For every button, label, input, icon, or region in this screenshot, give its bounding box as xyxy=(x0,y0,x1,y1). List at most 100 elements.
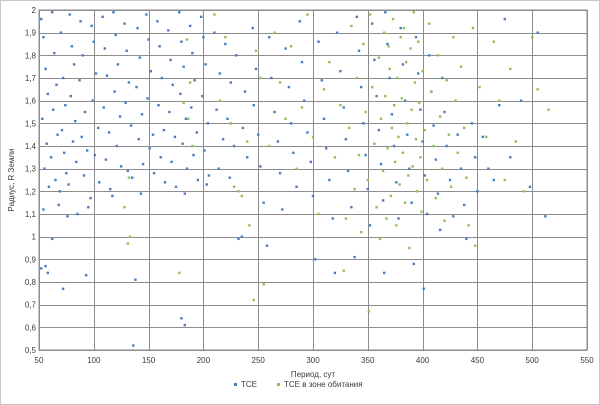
data-point xyxy=(311,135,315,139)
data-point xyxy=(226,117,229,120)
data-point xyxy=(167,29,170,32)
data-point xyxy=(67,183,70,186)
data-point xyxy=(118,115,122,118)
data-point xyxy=(146,97,149,100)
data-point xyxy=(237,190,240,193)
data-point xyxy=(328,178,331,182)
data-point xyxy=(270,76,273,80)
data-point xyxy=(265,244,269,247)
data-point xyxy=(394,160,397,164)
data-point xyxy=(295,167,298,170)
data-point xyxy=(248,224,251,227)
data-point xyxy=(410,201,413,204)
data-point xyxy=(203,149,206,152)
data-point xyxy=(481,135,485,139)
data-point xyxy=(412,11,415,14)
data-point xyxy=(492,40,495,43)
data-point xyxy=(414,36,418,39)
data-point xyxy=(397,217,400,220)
data-point xyxy=(252,298,255,302)
data-point xyxy=(385,217,388,220)
data-point xyxy=(379,117,383,120)
data-point xyxy=(59,31,63,34)
data-point xyxy=(184,117,188,120)
data-point xyxy=(333,271,337,275)
data-point xyxy=(445,144,448,148)
data-point xyxy=(107,131,111,134)
data-point xyxy=(300,60,304,64)
legend: ТСЕ ТСЕ в зоне обитания xyxy=(234,380,363,389)
data-point xyxy=(53,51,56,55)
data-point xyxy=(353,255,356,259)
data-point xyxy=(125,49,128,52)
tick-labels: 50 100 150 200 250 300 350 400 450 500 550 0,5 0,6 0,… xyxy=(25,6,594,365)
data-point xyxy=(79,20,82,23)
data-point xyxy=(137,138,140,141)
data-point xyxy=(182,65,185,68)
data-point xyxy=(357,49,361,52)
data-point xyxy=(97,126,100,130)
data-point xyxy=(90,24,93,28)
data-point xyxy=(344,217,348,220)
data-point xyxy=(421,140,424,143)
data-point xyxy=(436,192,440,195)
data-point xyxy=(47,185,51,188)
data-point xyxy=(178,11,181,14)
data-point xyxy=(412,262,415,266)
series-tce xyxy=(40,11,547,347)
data-point xyxy=(115,144,118,148)
data-point xyxy=(156,20,159,23)
data-point xyxy=(87,206,90,209)
data-point xyxy=(335,31,339,34)
data-point xyxy=(195,131,198,134)
data-point xyxy=(71,140,75,143)
data-point xyxy=(136,26,139,30)
data-point xyxy=(180,40,183,43)
data-point xyxy=(423,128,426,132)
data-point xyxy=(116,63,120,66)
data-point xyxy=(528,185,532,188)
data-point xyxy=(441,76,444,80)
data-point xyxy=(141,162,145,166)
data-point xyxy=(428,22,431,25)
data-point xyxy=(452,36,455,39)
data-point xyxy=(237,237,240,241)
legend-marker-tce-habitable xyxy=(277,383,280,386)
data-point xyxy=(392,144,396,148)
data-point xyxy=(174,185,178,188)
y-axis-title: Радиус, R Земли xyxy=(7,149,16,212)
data-point xyxy=(229,81,232,84)
data-point xyxy=(81,54,84,57)
data-point xyxy=(257,133,260,136)
data-point xyxy=(102,106,105,109)
data-point xyxy=(278,81,282,84)
data-point xyxy=(148,147,151,150)
data-point xyxy=(476,190,479,193)
y-tick-label: 1,8 xyxy=(25,51,37,60)
data-point xyxy=(419,108,422,111)
data-point xyxy=(417,40,420,43)
x-tick-label: 450 xyxy=(471,356,485,365)
data-point xyxy=(342,269,345,272)
data-point xyxy=(284,47,287,50)
data-point xyxy=(463,126,466,130)
data-point xyxy=(217,167,220,170)
data-point xyxy=(399,26,402,30)
data-point xyxy=(221,138,225,141)
data-point xyxy=(80,135,83,139)
data-point xyxy=(346,169,350,173)
y-tick-label: 2 xyxy=(32,6,37,15)
data-point xyxy=(78,79,81,82)
data-point xyxy=(368,224,372,227)
data-point xyxy=(262,283,265,286)
legend-marker-tce xyxy=(234,383,237,386)
data-point xyxy=(200,15,203,18)
data-point xyxy=(191,51,194,55)
data-point xyxy=(381,169,385,173)
data-point xyxy=(391,17,395,21)
data-point xyxy=(206,122,209,125)
data-point xyxy=(91,99,94,102)
data-point xyxy=(60,128,64,132)
data-point xyxy=(485,135,488,139)
data-point xyxy=(40,17,43,21)
